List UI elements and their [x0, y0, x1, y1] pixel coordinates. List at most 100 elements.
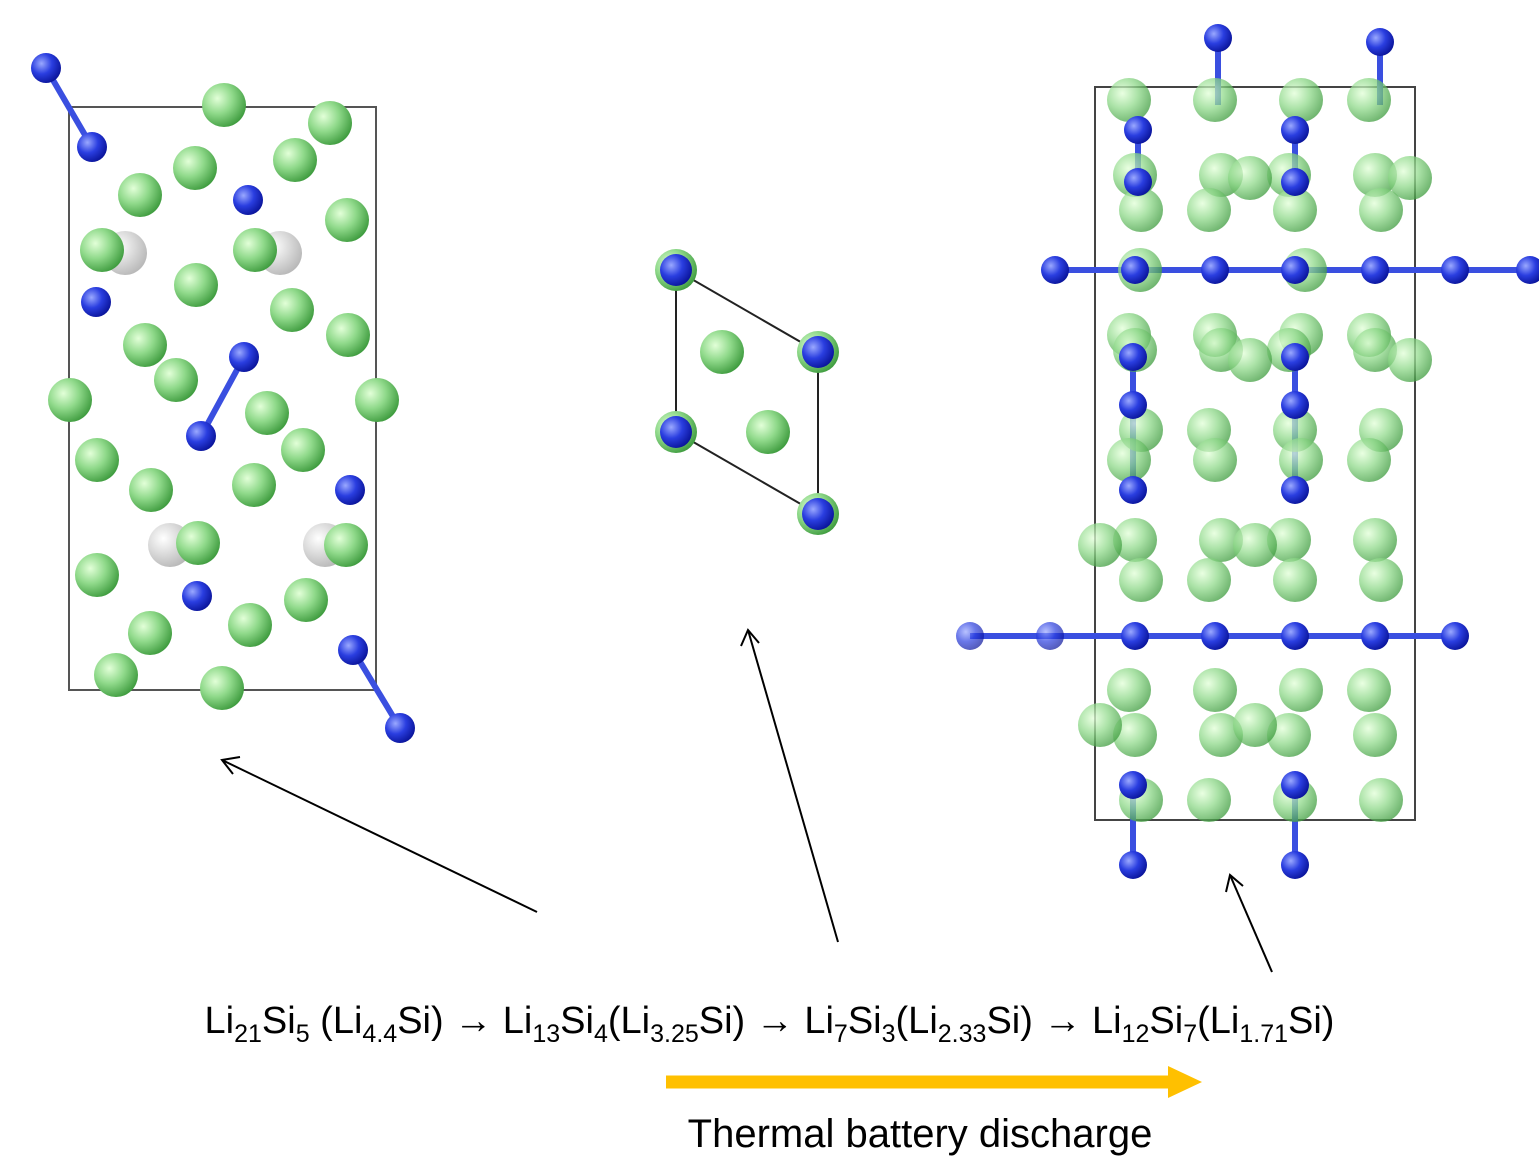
si-atom — [660, 254, 692, 286]
reaction-equation: Li21Si5 (Li4.4Si) → Li13Si4(Li3.25Si) → … — [0, 1000, 1539, 1043]
formula-text: Si — [848, 1000, 882, 1042]
formula-text: Si) — [699, 1000, 745, 1042]
li-atom — [1119, 558, 1163, 602]
li-atom — [325, 198, 369, 242]
si-atom — [31, 53, 61, 83]
li-atom — [1078, 703, 1122, 747]
formula-text: (Li — [896, 1000, 938, 1042]
si-atom — [186, 421, 216, 451]
si-atom — [802, 336, 834, 368]
formula-subscript: 4 — [594, 1020, 608, 1048]
li-atom — [173, 146, 217, 190]
li-atom — [1359, 778, 1403, 822]
si-atom — [1119, 476, 1147, 504]
li-atom — [270, 288, 314, 332]
li-atom — [176, 521, 220, 565]
li-atom — [129, 468, 173, 512]
li-atom — [1233, 703, 1277, 747]
li-atom — [1233, 523, 1277, 567]
formula-subscript: 4.4 — [362, 1020, 397, 1048]
formula-subscript: 12 — [1122, 1020, 1150, 1048]
li-atom — [700, 330, 744, 374]
li-atom — [1279, 78, 1323, 122]
li-atom — [1078, 523, 1122, 567]
si-atom — [1041, 256, 1069, 284]
discharge-arrowhead — [1168, 1066, 1202, 1098]
si-atom — [233, 185, 263, 215]
si-atom — [1121, 256, 1149, 284]
formula-subscript: 1.71 — [1239, 1020, 1288, 1048]
li-atom — [123, 323, 167, 367]
li-atom — [1347, 438, 1391, 482]
formula-text: (Li — [310, 1000, 363, 1042]
si-atom — [1441, 256, 1469, 284]
li-atom — [1187, 778, 1231, 822]
si-atom — [1281, 116, 1309, 144]
reaction-arrow: → — [454, 1000, 492, 1042]
li-atom — [48, 378, 92, 422]
li-atom — [75, 438, 119, 482]
formula-text: Li — [1092, 1000, 1122, 1042]
li-atom — [1359, 558, 1403, 602]
li-atom — [1107, 668, 1151, 712]
si-atom — [1366, 28, 1394, 56]
li-atom — [232, 463, 276, 507]
li-atom — [118, 173, 162, 217]
formula-text: Li — [205, 1000, 235, 1042]
formula-subscript: 7 — [1183, 1020, 1197, 1048]
si-atom — [77, 132, 107, 162]
formula-subscript: 21 — [234, 1020, 262, 1048]
si-atom — [385, 713, 415, 743]
formula-subscript: 7 — [834, 1020, 848, 1048]
si-atom — [1119, 771, 1147, 799]
si-atom — [335, 475, 365, 505]
pointer — [1230, 875, 1272, 972]
si-atom — [1281, 851, 1309, 879]
li-atom — [202, 83, 246, 127]
li-atom — [273, 138, 317, 182]
si-atom — [1121, 622, 1149, 650]
si-atom — [956, 622, 984, 650]
li-atom — [281, 428, 325, 472]
si-atom — [1441, 622, 1469, 650]
li-atom — [1279, 668, 1323, 712]
si-atom — [1516, 256, 1539, 284]
si-atom — [338, 635, 368, 665]
formula-subscript: 2.33 — [938, 1020, 987, 1048]
si-atom — [1124, 116, 1152, 144]
si-atom — [1204, 24, 1232, 52]
li-atom — [1193, 78, 1237, 122]
formula-subscript: 13 — [532, 1020, 560, 1048]
li-atom — [284, 578, 328, 622]
formula-subscript: 5 — [296, 1020, 310, 1048]
li-atom — [1107, 78, 1151, 122]
li-atom — [80, 228, 124, 272]
formula-text: Si) — [1288, 1000, 1334, 1042]
pointer — [748, 630, 838, 942]
li-atom — [75, 553, 119, 597]
formula-subscript: 3.25 — [650, 1020, 699, 1048]
li-atom — [355, 378, 399, 422]
illustration — [0, 0, 1539, 1168]
li-atom — [200, 666, 244, 710]
page: Li21Si5 (Li4.4Si) → Li13Si4(Li3.25Si) → … — [0, 0, 1539, 1168]
li-atom — [1193, 668, 1237, 712]
atoms — [31, 24, 1539, 879]
li-atom — [94, 653, 138, 697]
si-atom — [1281, 622, 1309, 650]
li-atom — [1353, 518, 1397, 562]
formula-text: Li — [804, 1000, 834, 1042]
si-atom — [1201, 622, 1229, 650]
si-atom — [1036, 622, 1064, 650]
li-atom — [1107, 438, 1151, 482]
formula-text: Si — [262, 1000, 296, 1042]
si-atom — [1119, 343, 1147, 371]
formula-text: (Li — [608, 1000, 650, 1042]
si-atom — [1119, 391, 1147, 419]
li-atom — [1187, 188, 1231, 232]
li-atom — [1187, 558, 1231, 602]
li-atom — [1388, 338, 1432, 382]
li-atom — [324, 523, 368, 567]
formula-text: (Li — [1197, 1000, 1239, 1042]
si-atom — [802, 498, 834, 530]
